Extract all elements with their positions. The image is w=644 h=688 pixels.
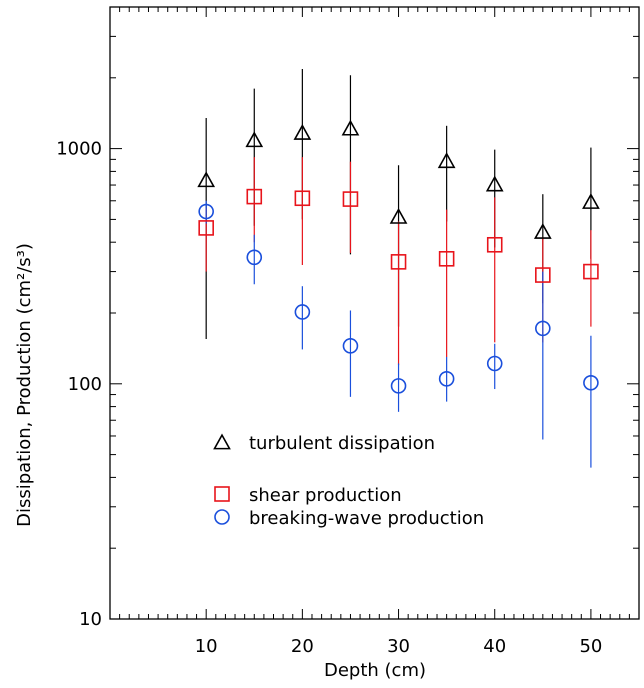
turbulent-dissipation-point [197,171,216,188]
x-tick-label: 40 [483,636,506,657]
legend-triangle-marker [213,433,231,450]
legend-item-shear-production: shear production [214,485,402,506]
shear-production-point [535,267,551,283]
breaking-wave-production-point [294,304,311,320]
y-axis-label: Dissipation, Production (cm²/s³) [14,243,35,527]
breaking-wave-production-point [342,338,359,354]
shear-production-point [486,236,503,253]
turbulent-dissipation-point [245,131,264,148]
legend-square-marker [214,486,230,502]
turbulent-dissipation-point [485,175,504,192]
shear-production-point [583,263,599,280]
shear-production-point [342,191,359,207]
legend-label-breaking-wave-production: breaking-wave production [249,508,484,529]
y-tick-label: 10 [79,609,102,630]
turbulent-dissipation-point [533,222,552,239]
legend-label-shear-production: shear production [249,485,402,506]
breaking-wave-production-point [198,203,214,220]
x-axis-ticks: 10 20 30 40 50 [119,7,630,657]
breaking-wave-production-point [246,249,263,266]
y-tick-label: 1000 [56,139,102,160]
breaking-wave-production-point [438,371,455,387]
x-tick-label: 20 [291,636,314,657]
x-tick-label: 50 [579,636,602,657]
breaking-wave-production-point [583,374,599,391]
turbulent-dissipation-point [582,192,600,209]
shear-production-point [390,254,407,270]
legend-item-turbulent-dissipation: turbulent dissipation [213,433,435,454]
x-tick-label: 10 [195,636,218,657]
breaking-wave-production-point [535,320,551,337]
shear-production-point [246,188,263,205]
shear-production-point [294,190,311,207]
legend-item-breaking-wave-production: breaking-wave production [214,508,484,529]
legend-triangle-icon [213,433,231,450]
breaking-wave-production-point [390,378,407,394]
legend-circle-icon [214,509,230,525]
turbulent-dissipation-point [293,123,312,140]
shear-production-point [438,250,455,267]
x-axis-label: Depth (cm) [324,660,426,681]
shear-production-point [198,220,214,236]
legend-circle-marker [214,509,230,525]
turbulent-dissipation-point [341,119,360,136]
turbulent-dissipation-point [437,152,456,169]
breaking-wave-production-point [486,355,503,372]
x-tick-label: 30 [387,636,410,657]
legend-square-icon [214,486,230,502]
y-axis-ticks: 10 100 1000 [56,6,639,630]
data-markers [197,119,600,394]
legend-label-turbulent-dissipation: turbulent dissipation [249,433,435,454]
turbulent-dissipation-point [389,207,408,224]
y-tick-label: 100 [68,374,102,395]
legend: turbulent dissipation shear production b… [213,433,484,529]
